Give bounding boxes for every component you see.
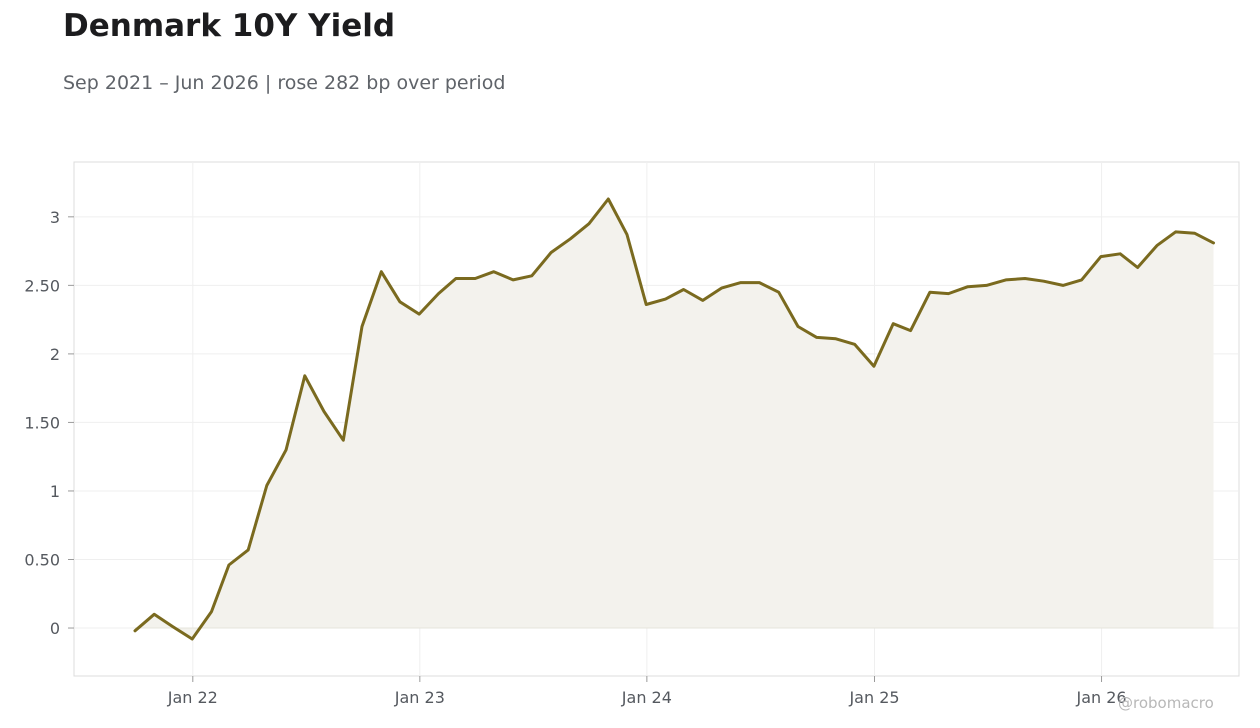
series-line bbox=[133, 197, 1215, 641]
watermark: @robomacro bbox=[1118, 694, 1214, 712]
y-tick-label: 3 bbox=[50, 208, 60, 227]
chart-subtitle: Sep 2021 – Jun 2026 | rose 282 bp over p… bbox=[63, 72, 506, 94]
chart-title: Denmark 10Y Yield bbox=[63, 8, 396, 44]
x-tick-label: Jan 22 bbox=[167, 688, 218, 707]
x-tick-label: Jan 23 bbox=[394, 688, 445, 707]
y-tick-label: 2.50 bbox=[24, 276, 60, 295]
x-tick-label: Jan 26 bbox=[1075, 688, 1126, 707]
y-tick-label: 1.50 bbox=[24, 413, 60, 432]
series-area bbox=[135, 199, 1214, 639]
y-tick-label: 1 bbox=[50, 482, 60, 501]
x-tick-label: Jan 25 bbox=[848, 688, 899, 707]
y-tick-label: 2 bbox=[50, 345, 60, 364]
x-tick-label: Jan 24 bbox=[621, 688, 672, 707]
y-tick-label: 0 bbox=[50, 619, 60, 638]
y-tick-label: 0.50 bbox=[24, 550, 60, 569]
